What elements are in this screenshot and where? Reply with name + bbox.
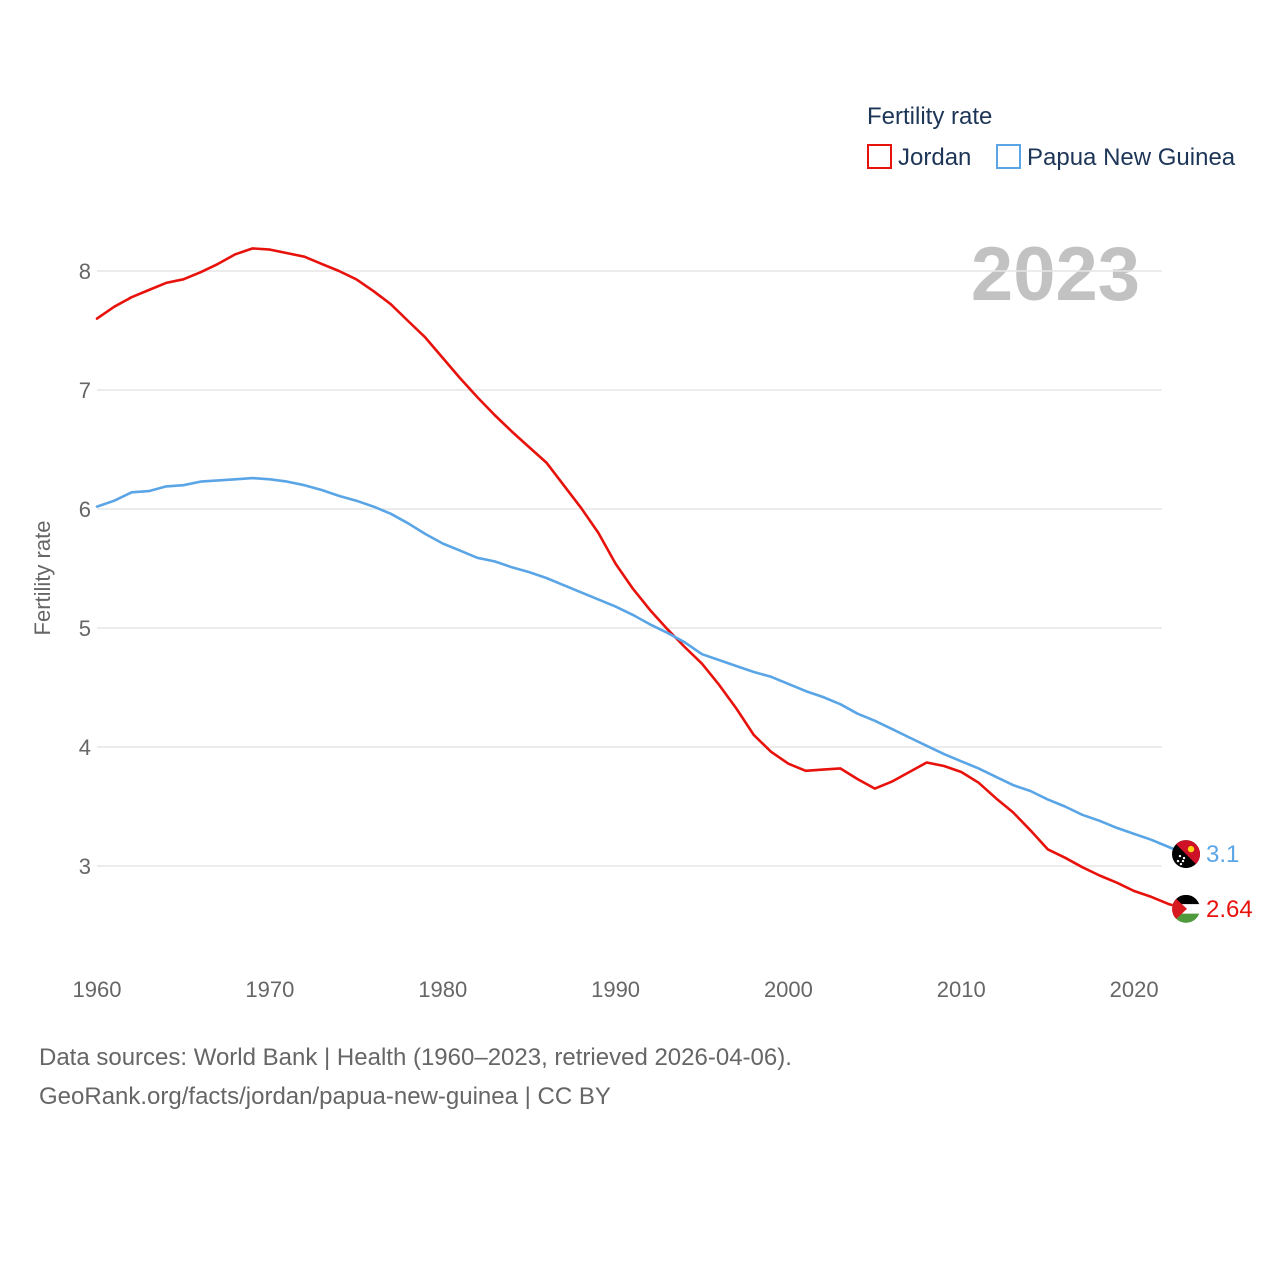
jordan-flag-icon bbox=[1172, 894, 1200, 923]
gridlines bbox=[97, 270, 1162, 867]
series-line-jordan bbox=[95, 247, 1188, 911]
flag-stripe-black bbox=[1172, 894, 1200, 905]
flag-bird bbox=[1187, 845, 1195, 853]
y-tick-label: 3 bbox=[79, 854, 91, 879]
end-value-label-jordan: 2.64 bbox=[1206, 896, 1253, 923]
x-axis-ticks: 1960 1970 1980 1990 2000 2010 2020 bbox=[73, 977, 1159, 1002]
flag-star bbox=[1176, 859, 1180, 863]
x-tick-label: 1970 bbox=[245, 977, 294, 1002]
legend-swatch-jordan bbox=[867, 144, 892, 169]
flag-triangle-red bbox=[1172, 894, 1187, 923]
y-axis-title: Fertility rate bbox=[30, 521, 55, 636]
flag-star bbox=[1182, 856, 1186, 860]
legend-item-jordan[interactable]: Jordan bbox=[867, 144, 971, 171]
y-tick-label: 5 bbox=[79, 616, 91, 641]
legend-label-papua-new-guinea: Papua New Guinea bbox=[1027, 144, 1236, 171]
x-tick-label: 1990 bbox=[591, 977, 640, 1002]
legend-label-jordan: Jordan bbox=[898, 144, 971, 171]
y-tick-label: 7 bbox=[79, 378, 91, 403]
y-axis-ticks: 3 4 5 6 7 8 bbox=[79, 259, 91, 879]
flag-marker-papua-new-guinea bbox=[1172, 840, 1200, 869]
x-tick-label: 1980 bbox=[418, 977, 467, 1002]
x-tick-label: 1960 bbox=[73, 977, 122, 1002]
year-watermark: 2023 bbox=[971, 232, 1140, 317]
series-lines bbox=[95, 247, 1188, 911]
series-line-papua-new-guinea bbox=[95, 476, 1188, 856]
flag-marker-jordan bbox=[1172, 894, 1200, 923]
end-value-label-papua-new-guinea: 3.1 bbox=[1206, 841, 1239, 868]
end-markers: 2.64 3.1 bbox=[1172, 840, 1253, 923]
x-tick-label: 2000 bbox=[764, 977, 813, 1002]
legend: Fertility rate Jordan Papua New Guinea bbox=[867, 103, 1236, 171]
flag-star bbox=[1178, 854, 1182, 858]
x-tick-label: 2020 bbox=[1110, 977, 1159, 1002]
y-tick-label: 4 bbox=[79, 735, 91, 760]
png-flag-icon bbox=[1172, 840, 1200, 869]
y-tick-label: 6 bbox=[79, 497, 91, 522]
footer-attribution[interactable]: GeoRank.org/facts/jordan/papua-new-guine… bbox=[39, 1083, 611, 1110]
legend-title: Fertility rate bbox=[867, 103, 992, 130]
flag-stripe-green bbox=[1172, 913, 1200, 923]
footer-sources: Data sources: World Bank | Health (1960–… bbox=[39, 1044, 792, 1071]
y-tick-label: 8 bbox=[79, 259, 91, 284]
legend-item-papua-new-guinea[interactable]: Papua New Guinea bbox=[996, 144, 1236, 171]
x-tick-label: 2010 bbox=[937, 977, 986, 1002]
flag-star bbox=[1181, 859, 1185, 863]
flag-star bbox=[1179, 862, 1183, 866]
legend-swatch-papua-new-guinea bbox=[996, 144, 1021, 169]
